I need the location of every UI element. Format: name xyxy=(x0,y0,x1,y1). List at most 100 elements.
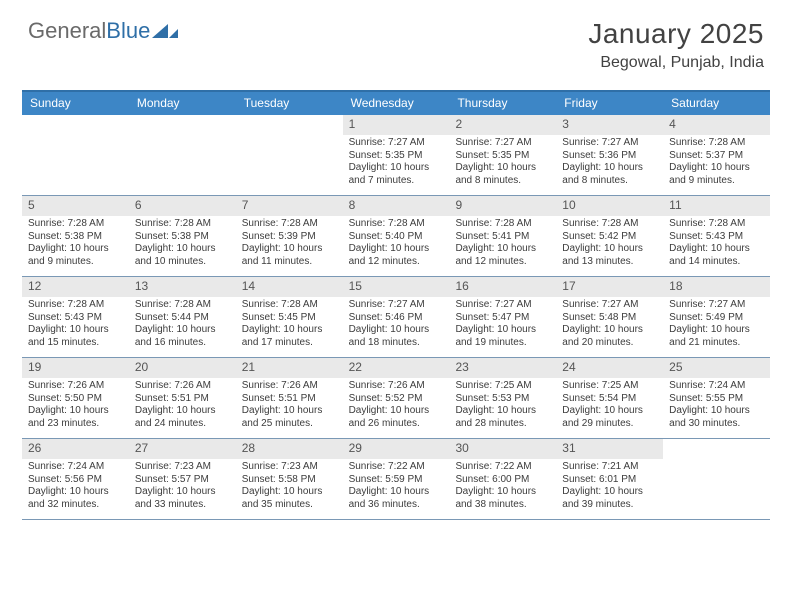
day-cell xyxy=(129,115,236,195)
sunset-line: Sunset: 5:38 PM xyxy=(135,231,232,244)
day-body: Sunrise: 7:24 AMSunset: 5:56 PMDaylight:… xyxy=(22,459,129,519)
day-cell: 21Sunrise: 7:26 AMSunset: 5:51 PMDayligh… xyxy=(236,358,343,438)
daylight-line: Daylight: 10 hours and 9 minutes. xyxy=(28,243,125,268)
day-number: 2 xyxy=(449,115,556,135)
daylight-line: Daylight: 10 hours and 11 minutes. xyxy=(242,243,339,268)
day-cell: 7Sunrise: 7:28 AMSunset: 5:39 PMDaylight… xyxy=(236,196,343,276)
day-number: 23 xyxy=(449,358,556,378)
sunset-line: Sunset: 5:45 PM xyxy=(242,312,339,325)
daylight-line: Daylight: 10 hours and 20 minutes. xyxy=(562,324,659,349)
sunrise-line: Sunrise: 7:26 AM xyxy=(28,380,125,393)
sunrise-line: Sunrise: 7:27 AM xyxy=(455,299,552,312)
day-cell: 19Sunrise: 7:26 AMSunset: 5:50 PMDayligh… xyxy=(22,358,129,438)
daylight-line: Daylight: 10 hours and 17 minutes. xyxy=(242,324,339,349)
day-number: 18 xyxy=(663,277,770,297)
day-body: Sunrise: 7:27 AMSunset: 5:46 PMDaylight:… xyxy=(343,297,450,357)
sunrise-line: Sunrise: 7:21 AM xyxy=(562,461,659,474)
day-number: 5 xyxy=(22,196,129,216)
day-body: Sunrise: 7:28 AMSunset: 5:44 PMDaylight:… xyxy=(129,297,236,357)
sunset-line: Sunset: 5:51 PM xyxy=(242,393,339,406)
daylight-line: Daylight: 10 hours and 26 minutes. xyxy=(349,405,446,430)
day-number: 10 xyxy=(556,196,663,216)
day-cell: 12Sunrise: 7:28 AMSunset: 5:43 PMDayligh… xyxy=(22,277,129,357)
day-number: 16 xyxy=(449,277,556,297)
day-body: Sunrise: 7:23 AMSunset: 5:57 PMDaylight:… xyxy=(129,459,236,519)
sunrise-line: Sunrise: 7:28 AM xyxy=(669,218,766,231)
day-cell: 20Sunrise: 7:26 AMSunset: 5:51 PMDayligh… xyxy=(129,358,236,438)
day-body: Sunrise: 7:23 AMSunset: 5:58 PMDaylight:… xyxy=(236,459,343,519)
day-cell: 28Sunrise: 7:23 AMSunset: 5:58 PMDayligh… xyxy=(236,439,343,519)
sunrise-line: Sunrise: 7:22 AM xyxy=(455,461,552,474)
sunrise-line: Sunrise: 7:28 AM xyxy=(28,218,125,231)
sunrise-line: Sunrise: 7:28 AM xyxy=(135,218,232,231)
day-number: 11 xyxy=(663,196,770,216)
sunrise-line: Sunrise: 7:24 AM xyxy=(669,380,766,393)
sunset-line: Sunset: 6:00 PM xyxy=(455,474,552,487)
day-body: Sunrise: 7:28 AMSunset: 5:38 PMDaylight:… xyxy=(22,216,129,276)
day-cell xyxy=(663,439,770,519)
month-title: January 2025 xyxy=(588,18,764,50)
day-number: 14 xyxy=(236,277,343,297)
day-number: 13 xyxy=(129,277,236,297)
daylight-line: Daylight: 10 hours and 8 minutes. xyxy=(455,162,552,187)
day-body: Sunrise: 7:28 AMSunset: 5:39 PMDaylight:… xyxy=(236,216,343,276)
daylight-line: Daylight: 10 hours and 9 minutes. xyxy=(669,162,766,187)
week-row: 19Sunrise: 7:26 AMSunset: 5:50 PMDayligh… xyxy=(22,358,770,439)
sunrise-line: Sunrise: 7:28 AM xyxy=(562,218,659,231)
sunrise-line: Sunrise: 7:28 AM xyxy=(349,218,446,231)
day-header: Monday xyxy=(129,92,236,115)
day-body xyxy=(236,135,343,187)
day-number: 1 xyxy=(343,115,450,135)
day-cell: 6Sunrise: 7:28 AMSunset: 5:38 PMDaylight… xyxy=(129,196,236,276)
day-header: Wednesday xyxy=(343,92,450,115)
day-number: 4 xyxy=(663,115,770,135)
day-body: Sunrise: 7:28 AMSunset: 5:41 PMDaylight:… xyxy=(449,216,556,276)
sunset-line: Sunset: 5:52 PM xyxy=(349,393,446,406)
day-body: Sunrise: 7:27 AMSunset: 5:35 PMDaylight:… xyxy=(343,135,450,195)
day-cell: 18Sunrise: 7:27 AMSunset: 5:49 PMDayligh… xyxy=(663,277,770,357)
sunset-line: Sunset: 5:55 PM xyxy=(669,393,766,406)
day-body: Sunrise: 7:27 AMSunset: 5:49 PMDaylight:… xyxy=(663,297,770,357)
sunset-line: Sunset: 6:01 PM xyxy=(562,474,659,487)
day-cell xyxy=(236,115,343,195)
day-body: Sunrise: 7:28 AMSunset: 5:38 PMDaylight:… xyxy=(129,216,236,276)
day-cell: 15Sunrise: 7:27 AMSunset: 5:46 PMDayligh… xyxy=(343,277,450,357)
sunset-line: Sunset: 5:39 PM xyxy=(242,231,339,244)
daylight-line: Daylight: 10 hours and 38 minutes. xyxy=(455,486,552,511)
sunset-line: Sunset: 5:44 PM xyxy=(135,312,232,325)
day-number: 15 xyxy=(343,277,450,297)
day-number: 30 xyxy=(449,439,556,459)
sunset-line: Sunset: 5:56 PM xyxy=(28,474,125,487)
sunset-line: Sunset: 5:43 PM xyxy=(28,312,125,325)
sunset-line: Sunset: 5:49 PM xyxy=(669,312,766,325)
day-number: 24 xyxy=(556,358,663,378)
day-cell: 11Sunrise: 7:28 AMSunset: 5:43 PMDayligh… xyxy=(663,196,770,276)
day-cell: 27Sunrise: 7:23 AMSunset: 5:57 PMDayligh… xyxy=(129,439,236,519)
sunrise-line: Sunrise: 7:28 AM xyxy=(455,218,552,231)
sunrise-line: Sunrise: 7:28 AM xyxy=(28,299,125,312)
sunrise-line: Sunrise: 7:25 AM xyxy=(562,380,659,393)
day-number: 8 xyxy=(343,196,450,216)
day-number: 20 xyxy=(129,358,236,378)
weeks-container: 1Sunrise: 7:27 AMSunset: 5:35 PMDaylight… xyxy=(22,115,770,520)
sunset-line: Sunset: 5:57 PM xyxy=(135,474,232,487)
location: Begowal, Punjab, India xyxy=(588,54,764,72)
daylight-line: Daylight: 10 hours and 21 minutes. xyxy=(669,324,766,349)
day-number: 29 xyxy=(343,439,450,459)
logo-triangle-icon xyxy=(152,20,178,42)
day-body: Sunrise: 7:27 AMSunset: 5:35 PMDaylight:… xyxy=(449,135,556,195)
day-body: Sunrise: 7:25 AMSunset: 5:53 PMDaylight:… xyxy=(449,378,556,438)
sunset-line: Sunset: 5:51 PM xyxy=(135,393,232,406)
daylight-line: Daylight: 10 hours and 36 minutes. xyxy=(349,486,446,511)
day-body: Sunrise: 7:28 AMSunset: 5:40 PMDaylight:… xyxy=(343,216,450,276)
day-header-row: SundayMondayTuesdayWednesdayThursdayFrid… xyxy=(22,92,770,115)
day-header: Saturday xyxy=(663,92,770,115)
week-row: 5Sunrise: 7:28 AMSunset: 5:38 PMDaylight… xyxy=(22,196,770,277)
day-cell xyxy=(22,115,129,195)
day-number: 19 xyxy=(22,358,129,378)
day-body: Sunrise: 7:28 AMSunset: 5:42 PMDaylight:… xyxy=(556,216,663,276)
sunrise-line: Sunrise: 7:27 AM xyxy=(562,299,659,312)
sunrise-line: Sunrise: 7:28 AM xyxy=(242,218,339,231)
day-cell: 14Sunrise: 7:28 AMSunset: 5:45 PMDayligh… xyxy=(236,277,343,357)
day-number: 25 xyxy=(663,358,770,378)
